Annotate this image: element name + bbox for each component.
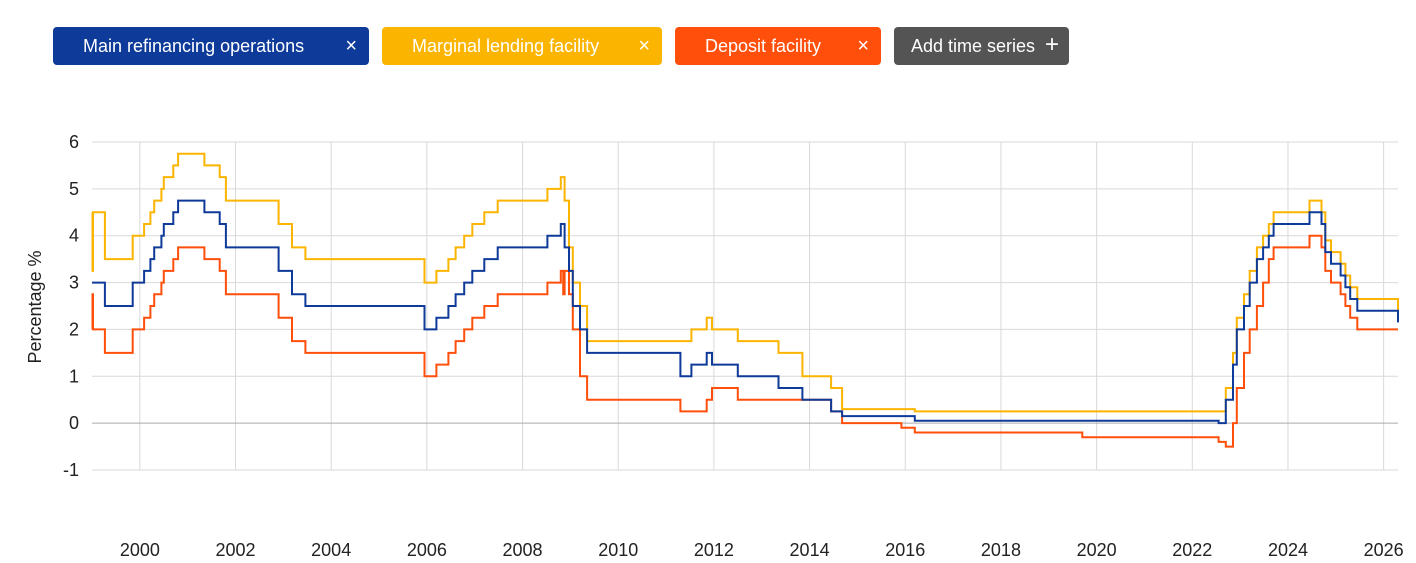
- series-lines: [91, 152, 1399, 448]
- y-tick-label: 5: [69, 179, 79, 199]
- x-tick-label: 2016: [885, 540, 925, 560]
- close-icon[interactable]: ×: [345, 35, 357, 57]
- x-axis-ticks: 2000 2002 2004 2006 2008 2010 2012 2014 2016 2018…: [120, 540, 1404, 560]
- add-time-series-button[interactable]: Add time series +: [894, 27, 1069, 65]
- y-axis-ticks: 6 5 4 3 2 1 0 -1: [63, 132, 79, 480]
- y-tick-label: 4: [69, 226, 79, 246]
- series-line-marginal-lending-facility: [91, 152, 1399, 413]
- x-tick-label: 2004: [311, 540, 351, 560]
- x-tick-label: 2022: [1172, 540, 1212, 560]
- y-tick-label: 2: [69, 319, 79, 339]
- series-line-main-refinancing-operations: [92, 199, 1399, 425]
- series-chip-marginal-lending[interactable]: Marginal lending facility ×: [382, 27, 662, 65]
- y-axis-label: Percentage %: [25, 250, 45, 363]
- y-tick-label: 3: [69, 273, 79, 293]
- x-tick-label: 2014: [790, 540, 830, 560]
- x-tick-label: 2002: [215, 540, 255, 560]
- series-line-deposit-facility: [91, 234, 1398, 448]
- series-chip-label: Main refinancing operations: [83, 36, 305, 56]
- x-tick-label: 2008: [503, 540, 543, 560]
- y-tick-label: 1: [69, 366, 79, 386]
- plus-icon: +: [1044, 31, 1059, 58]
- y-tick-label: 0: [69, 413, 79, 433]
- series-chip-label: Marginal lending facility: [412, 36, 600, 56]
- series-chip-main-refinancing[interactable]: Main refinancing operations ×: [53, 27, 369, 65]
- x-tick-label: 2012: [694, 540, 734, 560]
- x-tick-label: 2024: [1268, 540, 1308, 560]
- add-time-series-label: Add time series: [911, 36, 1036, 56]
- x-tick-label: 2010: [598, 540, 638, 560]
- series-chip-deposit-facility[interactable]: Deposit facility ×: [675, 27, 881, 65]
- x-tick-label: 2006: [407, 540, 447, 560]
- series-chip-label: Deposit facility: [705, 36, 822, 56]
- close-icon[interactable]: ×: [857, 35, 869, 57]
- x-tick-label: 2026: [1364, 540, 1404, 560]
- y-tick-label: -1: [63, 460, 79, 480]
- x-tick-label: 2018: [981, 540, 1021, 560]
- close-icon[interactable]: ×: [638, 35, 650, 57]
- x-tick-label: 2020: [1077, 540, 1117, 560]
- y-tick-label: 6: [69, 132, 79, 152]
- x-tick-label: 2000: [120, 540, 160, 560]
